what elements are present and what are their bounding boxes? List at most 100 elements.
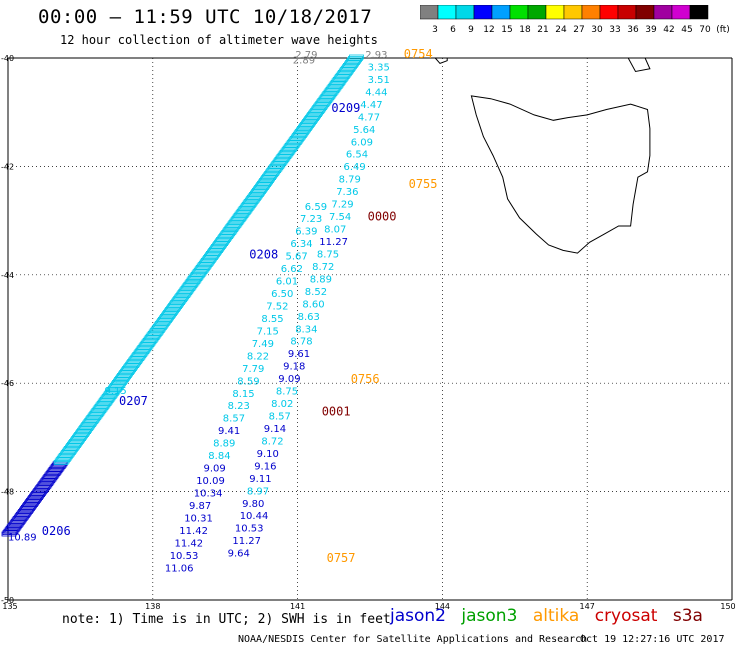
lat-tick-label: -48 xyxy=(1,488,14,497)
swh-value-label: 9.15 xyxy=(105,386,127,397)
swh-value-label: 7.79 xyxy=(242,364,264,375)
chart-title: 00:00 – 11:59 UTC 10/18/2017 xyxy=(38,6,373,28)
swh-value-label: 5.67 xyxy=(286,252,308,263)
swh-value-label: 8.84 xyxy=(208,451,230,462)
swh-value-label: 8.75 xyxy=(317,250,339,261)
colorbar-label: 24 xyxy=(555,25,567,35)
swh-value-label: 9.80 xyxy=(242,499,264,510)
colorbar-label: 45 xyxy=(681,25,692,35)
pass-time-label: 0206 xyxy=(42,524,71,538)
colorbar: 3 6 9 12 15 18 21 24 27 30 33 36 39 42 45 70 (ft) xyxy=(420,5,730,35)
swh-value-label: 8.72 xyxy=(312,262,334,273)
colorbar-label: 21 xyxy=(537,25,548,35)
lat-tick-label: -44 xyxy=(1,271,14,280)
swh-value-label: 11.27 xyxy=(232,536,261,547)
swh-value-label: 9.41 xyxy=(218,426,240,437)
swh-value-label: 7.49 xyxy=(252,339,274,350)
lat-tick-label: -46 xyxy=(1,379,14,388)
swh-value-label: 10.09 xyxy=(196,476,225,487)
swh-value-label: 9.11 xyxy=(249,474,271,485)
lat-tick-label: -40 xyxy=(1,54,14,63)
lon-tick-label: 150 xyxy=(720,602,735,610)
swh-value-label: 8.79 xyxy=(339,175,361,186)
swh-value-label: 6.39 xyxy=(295,227,317,238)
colorbar-label: 42 xyxy=(663,25,674,35)
pass-time-label: 0209 xyxy=(331,101,360,115)
swh-value-label: 6.54 xyxy=(346,150,368,161)
colorbar-label: 6 xyxy=(450,25,456,35)
lon-tick-label: 147 xyxy=(580,602,595,610)
pass-time-label: 0001 xyxy=(322,405,351,419)
island-coastline xyxy=(434,57,448,64)
lat-tick-label: -50 xyxy=(1,596,14,605)
swh-value-label: 2.79 xyxy=(295,50,317,61)
pass-time-label: 0757 xyxy=(327,551,356,565)
colorbar-label: 36 xyxy=(627,25,639,35)
swh-value-label: 11.42 xyxy=(179,526,208,537)
swh-value-label: 10.44 xyxy=(240,511,269,522)
pass-time-label: 0000 xyxy=(368,210,397,224)
legend-altika: altika xyxy=(532,606,580,626)
swh-value-label: 9.14 xyxy=(264,424,286,435)
swh-value-label: 6.49 xyxy=(344,162,366,173)
pass-time-label: 0754 xyxy=(404,47,433,61)
swh-value-label: 9.10 xyxy=(257,449,279,460)
swh-value-label: 6.01 xyxy=(276,277,298,288)
swh-value-label: 6.34 xyxy=(290,239,312,250)
lat-tick-label: -42 xyxy=(1,162,14,171)
swh-value-label: 4.77 xyxy=(358,112,380,123)
swh-value-label: 10.89 xyxy=(8,532,37,543)
legend-jason3: jason3 xyxy=(461,606,518,626)
swh-value-label: 8.02 xyxy=(271,399,293,410)
swh-value-label: 9.61 xyxy=(288,349,310,360)
lon-tick-label: 141 xyxy=(290,602,305,610)
swh-value-label: 8.34 xyxy=(295,324,317,335)
lon-tick-label: 135 xyxy=(2,602,17,610)
chart-subtitle: 12 hour collection of altimeter wave hei… xyxy=(60,33,378,47)
swh-value-label: 8.15 xyxy=(232,389,254,400)
swh-value-label: 7.52 xyxy=(266,302,288,313)
swh-value-label: 11.27 xyxy=(319,237,348,248)
generated-timestamp: Oct 19 12:27:16 UTC 2017 xyxy=(580,634,725,645)
swh-value-label: 8.78 xyxy=(290,337,312,348)
swh-value-label: 8.89 xyxy=(213,439,235,450)
swh-value-label: 9.87 xyxy=(189,501,211,512)
swh-value-label: 8.52 xyxy=(305,287,327,298)
swh-value-label: 10.31 xyxy=(184,513,213,524)
pass-time-label: 0207 xyxy=(119,394,148,408)
swh-value-label: 2.89 xyxy=(293,55,315,66)
lon-tick-label: 138 xyxy=(145,602,160,610)
swh-value-label: 7.29 xyxy=(331,200,353,211)
swh-value-label: 6.59 xyxy=(305,202,327,213)
colorbar-label: 30 xyxy=(591,25,603,35)
swh-track-mark xyxy=(348,56,363,61)
colorbar-label: 15 xyxy=(501,25,512,35)
swh-value-label: 8.07 xyxy=(324,225,346,236)
swh-value-label: 8.60 xyxy=(302,299,324,310)
colorbar-label: 33 xyxy=(609,25,620,35)
swh-value-label: 10.53 xyxy=(170,551,199,562)
tasmania-coastline xyxy=(470,95,651,254)
colorbar-label: 27 xyxy=(573,25,584,35)
swh-value-label: 8.97 xyxy=(247,486,269,497)
swh-value-label: 6.09 xyxy=(351,137,373,148)
swh-value-label: 11.42 xyxy=(175,538,204,549)
swh-value-label: 10.53 xyxy=(235,524,264,535)
swh-value-label: 8.72 xyxy=(261,436,283,447)
footnote: note: 1) Time is in UTC; 2) SWH is in fe… xyxy=(62,612,391,627)
colorbar-swatch xyxy=(689,5,709,20)
colorbar-label: 9 xyxy=(468,25,474,35)
swh-value-label: 8.75 xyxy=(276,387,298,398)
swh-value-label: 7.15 xyxy=(257,326,279,337)
colorbar-label: 70 xyxy=(699,25,711,35)
pass-time-label: 0755 xyxy=(409,177,438,191)
swh-value-label: 5.64 xyxy=(353,125,375,136)
swh-value-label: 9.09 xyxy=(278,374,300,385)
swh-value-label: 8.22 xyxy=(247,351,269,362)
colorbar-label: 3 xyxy=(432,25,438,35)
island-coastline xyxy=(627,57,651,73)
colorbar-label: 39 xyxy=(645,25,657,35)
swh-value-label: 3.35 xyxy=(368,63,390,74)
legend-cryosat: cryosat xyxy=(594,606,658,626)
swh-value-label: 11.06 xyxy=(165,563,194,574)
